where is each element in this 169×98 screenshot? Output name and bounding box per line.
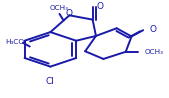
Text: OCH₃: OCH₃	[50, 5, 69, 11]
Text: Cl: Cl	[46, 77, 55, 86]
Text: O: O	[65, 9, 72, 18]
Text: O: O	[150, 25, 157, 34]
Text: O: O	[96, 2, 104, 11]
Text: H₃CO: H₃CO	[5, 39, 24, 45]
Text: OCH₃: OCH₃	[145, 49, 164, 55]
